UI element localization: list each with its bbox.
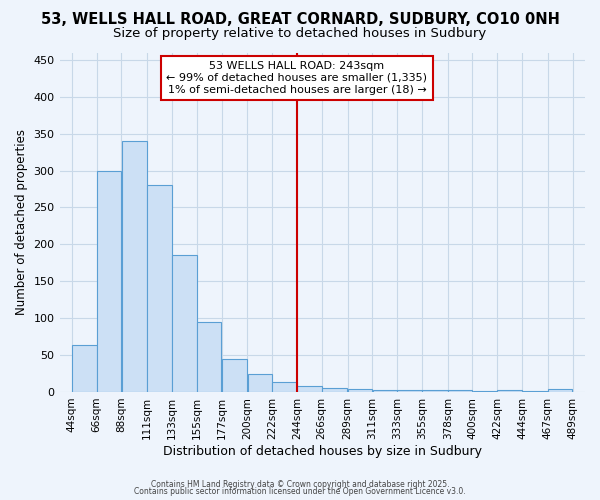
Text: Contains HM Land Registry data © Crown copyright and database right 2025.: Contains HM Land Registry data © Crown c… <box>151 480 449 489</box>
Bar <box>197 322 221 392</box>
Text: 53 WELLS HALL ROAD: 243sqm
← 99% of detached houses are smaller (1,335)
1% of se: 53 WELLS HALL ROAD: 243sqm ← 99% of deta… <box>166 62 427 94</box>
Text: 53, WELLS HALL ROAD, GREAT CORNARD, SUDBURY, CO10 0NH: 53, WELLS HALL ROAD, GREAT CORNARD, SUDB… <box>41 12 559 28</box>
Bar <box>473 391 497 392</box>
Bar <box>373 390 397 392</box>
Bar <box>397 390 422 392</box>
Bar <box>122 141 147 392</box>
Bar <box>272 382 297 392</box>
Y-axis label: Number of detached properties: Number of detached properties <box>15 129 28 315</box>
Bar <box>222 359 247 392</box>
Bar <box>448 390 472 392</box>
Bar <box>322 388 347 392</box>
Bar <box>522 391 548 392</box>
Bar <box>148 186 172 392</box>
Bar <box>422 390 448 392</box>
Text: Contains public sector information licensed under the Open Government Licence v3: Contains public sector information licen… <box>134 487 466 496</box>
Bar <box>72 346 97 392</box>
Text: Size of property relative to detached houses in Sudbury: Size of property relative to detached ho… <box>113 28 487 40</box>
Bar <box>248 374 272 392</box>
Bar <box>348 389 372 392</box>
Bar <box>497 390 522 392</box>
Bar <box>297 386 322 392</box>
X-axis label: Distribution of detached houses by size in Sudbury: Distribution of detached houses by size … <box>163 444 482 458</box>
Bar <box>97 170 121 392</box>
Bar <box>172 256 197 392</box>
Bar <box>548 389 572 392</box>
